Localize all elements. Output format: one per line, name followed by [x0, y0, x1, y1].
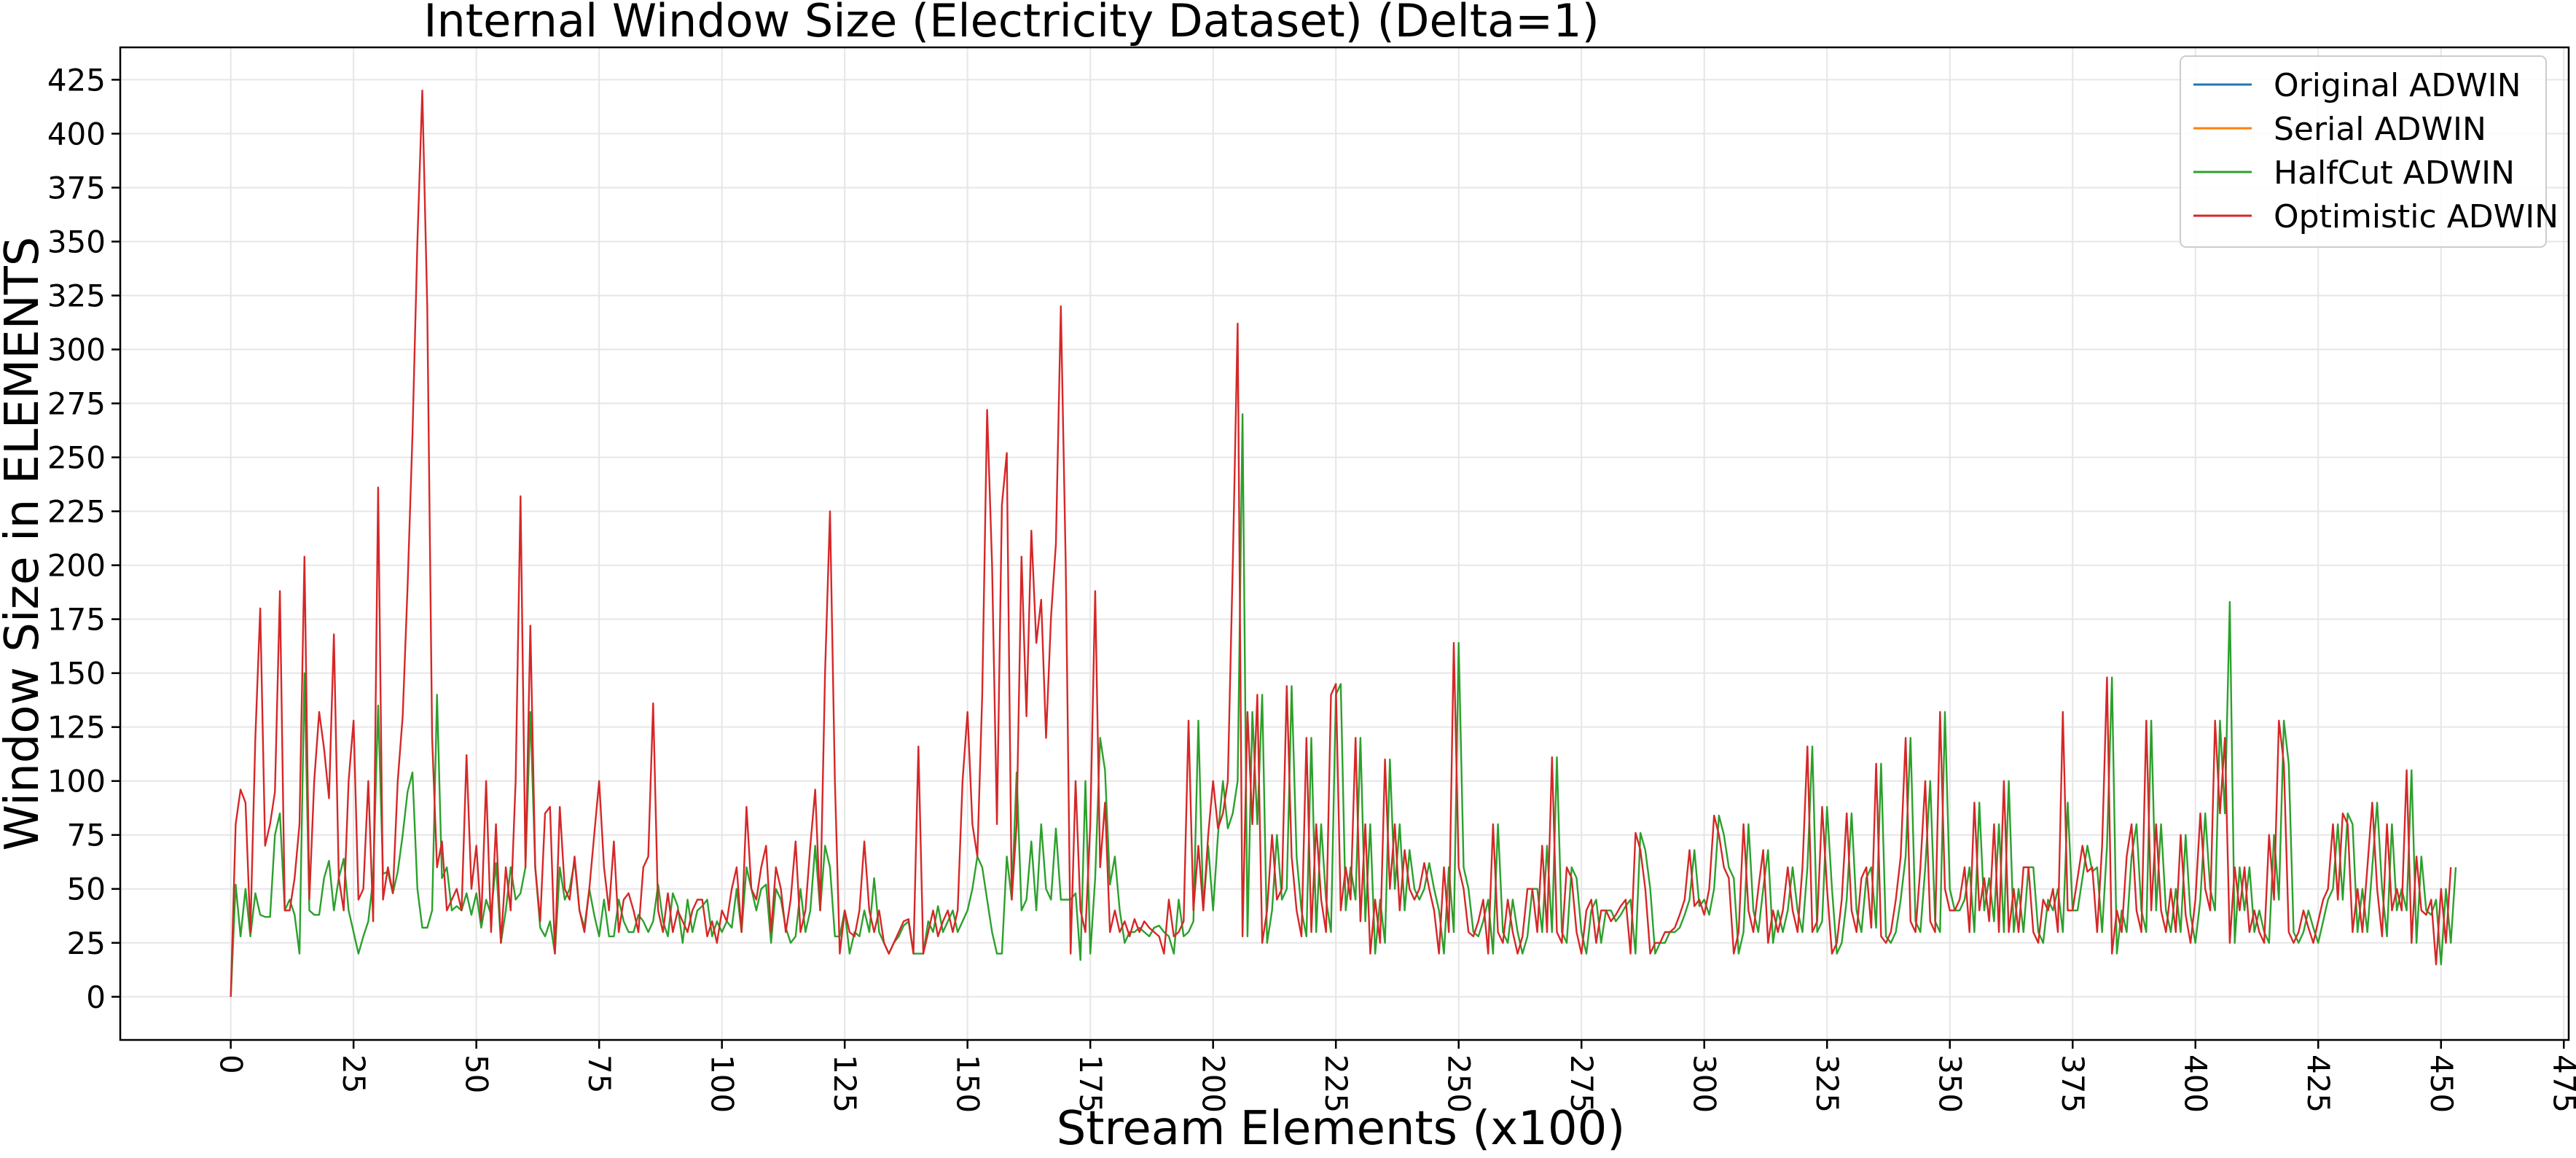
grid-lines — [120, 47, 2569, 1040]
y-tick-label: 150 — [47, 656, 106, 692]
x-tick-label: 400 — [2178, 1055, 2214, 1113]
x-tick-label: 325 — [1809, 1055, 1845, 1113]
x-tick-label: 175 — [1073, 1055, 1108, 1113]
y-axis-ticks: 0 25 50 75 100 125 150 175 200 225 250 275 300 325 350… — [47, 62, 120, 1015]
chart-title: Internal Window Size (Electricity Datase… — [423, 0, 1600, 47]
series-line-optimistic-adwin — [230, 90, 2452, 997]
y-tick-label: 125 — [47, 710, 106, 746]
y-tick-label: 200 — [47, 548, 106, 584]
y-tick-label: 400 — [47, 116, 106, 152]
x-tick-label: 475 — [2546, 1055, 2576, 1113]
legend-box — [2180, 55, 2547, 248]
y-tick-label: 250 — [47, 440, 106, 476]
x-tick-label: 350 — [1933, 1055, 1968, 1113]
x-axis-label: Stream Elements (x100) — [1057, 1102, 1626, 1156]
x-tick-label: 150 — [950, 1055, 986, 1113]
x-tick-label: 125 — [827, 1055, 863, 1113]
x-tick-label: 200 — [1196, 1055, 1232, 1113]
legend-label: HalfCut ADWIN — [2274, 154, 2515, 192]
y-tick-label: 325 — [47, 278, 106, 314]
series-layer — [230, 90, 2457, 997]
y-tick-label: 50 — [67, 872, 106, 907]
x-tick-label: 250 — [1441, 1055, 1477, 1113]
x-tick-label: 50 — [459, 1055, 495, 1093]
y-tick-label: 175 — [47, 602, 106, 638]
y-tick-label: 225 — [47, 494, 106, 530]
x-tick-label: 275 — [1564, 1055, 1600, 1113]
legend-label: Original ADWIN — [2274, 67, 2521, 104]
legend: Original ADWIN Serial ADWIN HalfCut ADWIN O… — [2180, 55, 2559, 248]
x-axis-ticks: 0 25 50 75 100 125 150 175 200 225 250 275 300 325 350… — [214, 1040, 2576, 1113]
y-tick-label: 75 — [67, 818, 106, 853]
y-tick-label: 275 — [47, 386, 106, 422]
x-tick-label: 100 — [705, 1055, 740, 1113]
y-tick-label: 25 — [67, 926, 106, 961]
x-tick-label: 25 — [336, 1055, 372, 1093]
x-tick-label: 75 — [582, 1055, 617, 1093]
x-tick-label: 225 — [1318, 1055, 1354, 1113]
y-tick-label: 0 — [86, 979, 106, 1015]
legend-label: Serial ADWIN — [2274, 111, 2486, 148]
y-tick-label: 100 — [47, 764, 106, 799]
x-tick-label: 425 — [2301, 1055, 2336, 1113]
x-tick-label: 300 — [1687, 1055, 1723, 1113]
y-tick-label: 350 — [47, 224, 106, 259]
y-tick-label: 300 — [47, 332, 106, 368]
y-tick-label: 375 — [47, 170, 106, 206]
y-axis-label: Window Size in ELEMENTS — [0, 237, 50, 851]
legend-label: Optimistic ADWIN — [2274, 198, 2559, 235]
y-tick-label: 425 — [47, 62, 106, 98]
x-tick-label: 0 — [214, 1055, 249, 1074]
x-tick-label: 375 — [2055, 1055, 2091, 1113]
plot-frame — [119, 46, 2570, 1041]
x-tick-label: 450 — [2424, 1055, 2459, 1113]
